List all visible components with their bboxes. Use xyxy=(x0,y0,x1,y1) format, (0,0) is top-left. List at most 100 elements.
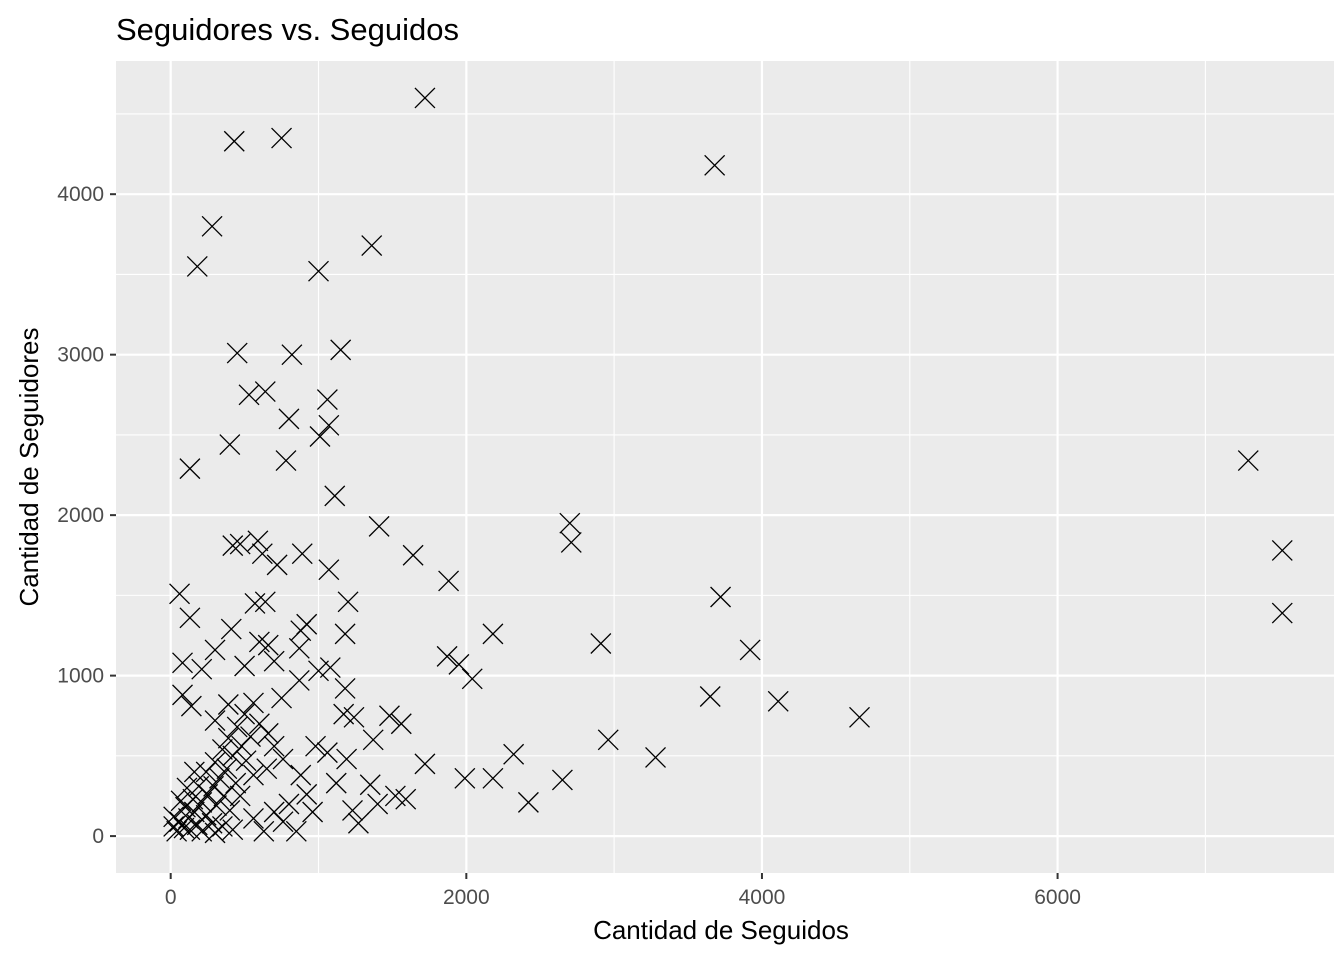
data-point xyxy=(256,758,278,780)
data-point xyxy=(325,772,347,794)
data-point xyxy=(229,533,251,555)
data-point xyxy=(170,790,192,812)
data-point xyxy=(645,746,666,768)
data-point xyxy=(334,677,356,699)
data-point xyxy=(176,777,198,799)
data-point xyxy=(324,485,346,507)
data-point xyxy=(211,738,233,760)
data-point xyxy=(414,87,436,109)
data-point xyxy=(172,652,193,674)
data-point xyxy=(278,793,300,815)
data-point xyxy=(336,748,358,770)
data-point xyxy=(361,235,383,257)
data-point xyxy=(343,706,365,728)
data-point xyxy=(308,260,329,282)
data-point xyxy=(222,819,244,841)
x-tick-label: 4000 xyxy=(739,886,786,909)
data-point xyxy=(316,742,338,764)
data-point xyxy=(271,127,293,149)
data-point xyxy=(222,535,244,557)
data-points xyxy=(163,87,1293,844)
data-point xyxy=(559,512,581,534)
data-point xyxy=(179,458,201,480)
data-point xyxy=(253,820,275,842)
data-point xyxy=(219,434,241,455)
data-point xyxy=(186,255,208,277)
data-point xyxy=(247,530,269,552)
data-point xyxy=(290,764,312,786)
data-point xyxy=(222,745,244,767)
data-point xyxy=(169,811,191,833)
data-point xyxy=(180,695,202,717)
plot-panel xyxy=(116,61,1334,873)
data-point xyxy=(849,706,870,728)
data-point xyxy=(739,639,761,661)
x-tick-label: 6000 xyxy=(1034,886,1081,909)
data-point xyxy=(517,791,539,813)
data-point xyxy=(367,793,389,815)
data-point xyxy=(347,812,369,834)
data-point xyxy=(1271,539,1293,561)
data-point xyxy=(597,729,619,751)
data-point xyxy=(275,450,297,472)
data-point xyxy=(704,154,726,176)
data-point xyxy=(278,408,300,430)
data-point xyxy=(368,515,390,537)
data-point xyxy=(330,339,352,361)
gridlines xyxy=(116,61,1334,873)
data-point xyxy=(226,716,248,738)
data-point xyxy=(243,807,264,829)
data-point xyxy=(281,344,303,366)
data-point xyxy=(257,634,279,656)
data-point xyxy=(217,694,239,715)
data-point xyxy=(254,381,276,403)
data-point xyxy=(288,669,310,691)
data-point xyxy=(308,660,329,682)
data-point xyxy=(560,531,582,553)
data-point xyxy=(183,761,205,783)
data-point xyxy=(290,620,312,642)
data-point xyxy=(767,690,789,712)
data-point xyxy=(699,686,721,707)
data-point xyxy=(243,764,264,786)
data-point xyxy=(318,559,340,581)
data-point xyxy=(263,650,285,672)
data-point xyxy=(217,727,239,749)
data-point xyxy=(271,687,293,709)
data-point xyxy=(438,570,460,592)
data-point xyxy=(163,806,185,828)
data-point xyxy=(461,668,483,690)
x-tick-label: 0 xyxy=(165,886,177,909)
data-point xyxy=(395,788,417,810)
x-tick-label: 2000 xyxy=(443,886,490,909)
data-point xyxy=(291,543,313,565)
data-point xyxy=(378,705,400,727)
data-point xyxy=(169,583,191,605)
data-point xyxy=(263,735,285,757)
data-point xyxy=(257,722,279,744)
data-point xyxy=(482,623,504,645)
y-tick-label: 4000 xyxy=(57,183,104,206)
data-point xyxy=(191,820,213,842)
x-axis-title: Cantidad de Seguidos xyxy=(593,915,849,945)
data-point xyxy=(235,750,257,772)
data-point xyxy=(710,586,732,608)
data-point xyxy=(337,591,359,613)
data-point xyxy=(234,655,256,677)
data-point xyxy=(309,426,331,447)
data-point xyxy=(234,703,256,725)
data-point xyxy=(191,658,213,680)
data-point xyxy=(454,767,476,789)
data-point xyxy=(288,637,310,659)
data-point xyxy=(503,743,525,765)
data-point xyxy=(334,623,356,645)
data-point xyxy=(213,785,235,807)
data-point xyxy=(223,130,245,152)
data-point xyxy=(263,801,285,823)
data-point xyxy=(219,799,241,821)
chart-title: Seguidores vs. Seguidos xyxy=(116,12,459,47)
data-point xyxy=(285,820,307,842)
data-point xyxy=(254,591,276,613)
data-point xyxy=(414,753,436,775)
